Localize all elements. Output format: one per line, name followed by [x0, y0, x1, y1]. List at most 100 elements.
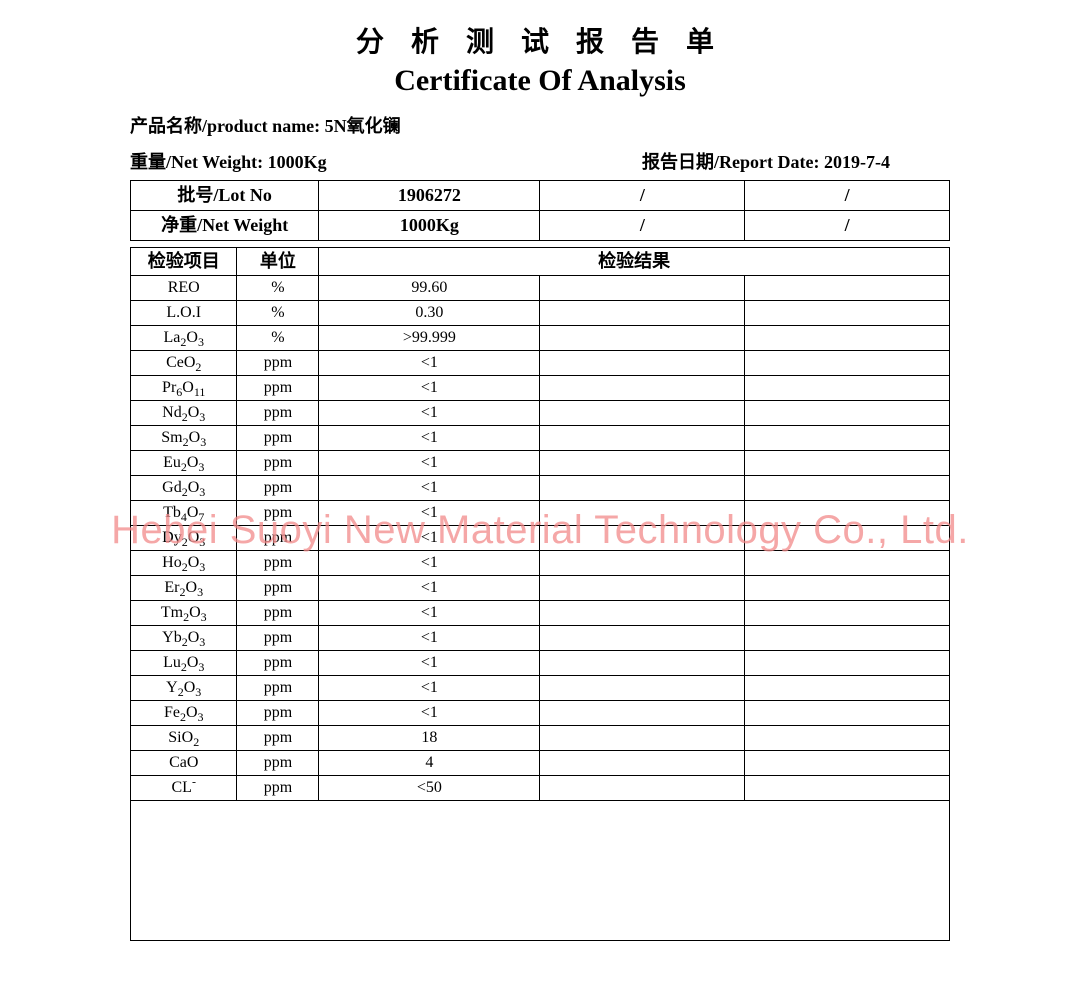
cell-v1: 18 [319, 726, 540, 751]
cell-v1: <1 [319, 401, 540, 426]
cell-v3 [745, 326, 950, 351]
lot-table: 批号/Lot No 1906272 / / 净重/Net Weight 1000… [130, 180, 950, 241]
cell-item: Dy2O3 [131, 526, 237, 551]
cell-v2 [540, 551, 745, 576]
cell-v2 [540, 426, 745, 451]
cell-unit: ppm [237, 776, 319, 801]
lot-no-label: 批号/Lot No [131, 181, 319, 211]
cell-unit: ppm [237, 351, 319, 376]
table-row: CeO2ppm<1 [131, 351, 950, 376]
cell-v2 [540, 576, 745, 601]
cell-v2 [540, 676, 745, 701]
lot-r1c3: / [540, 181, 745, 211]
table-row: Gd2O3ppm<1 [131, 476, 950, 501]
cell-item: Nd2O3 [131, 401, 237, 426]
cell-v1: >99.999 [319, 326, 540, 351]
header-result: 检验结果 [319, 248, 950, 276]
analysis-table: 检验项目 单位 检验结果 REO%99.60L.O.I%0.30La2O3%>9… [130, 247, 950, 801]
lot-row-2: 净重/Net Weight 1000Kg / / [131, 211, 950, 241]
cell-unit: ppm [237, 376, 319, 401]
cell-v3 [745, 576, 950, 601]
cell-v3 [745, 701, 950, 726]
cell-v3 [745, 501, 950, 526]
cell-v3 [745, 601, 950, 626]
cell-v2 [540, 501, 745, 526]
table-row: CaOppm4 [131, 751, 950, 776]
blank-area [130, 801, 950, 941]
header-item: 检验项目 [131, 248, 237, 276]
product-name-line: 产品名称/product name: 5N氧化镧 [130, 112, 950, 138]
table-row: Tm2O3ppm<1 [131, 601, 950, 626]
cell-v1: <1 [319, 526, 540, 551]
cell-item: L.O.I [131, 301, 237, 326]
cell-v1: <1 [319, 426, 540, 451]
cell-unit: ppm [237, 576, 319, 601]
lot-row-1: 批号/Lot No 1906272 / / [131, 181, 950, 211]
cell-v2 [540, 351, 745, 376]
report-date-value: 2019-7-4 [824, 152, 890, 172]
cell-unit: ppm [237, 501, 319, 526]
table-row: Er2O3ppm<1 [131, 576, 950, 601]
cell-v3 [745, 376, 950, 401]
lot-no-value: 1906272 [319, 181, 540, 211]
table-row: Lu2O3ppm<1 [131, 651, 950, 676]
table-row: REO%99.60 [131, 276, 950, 301]
cell-v3 [745, 401, 950, 426]
cell-v3 [745, 626, 950, 651]
cell-v1: <1 [319, 651, 540, 676]
cell-v1: <50 [319, 776, 540, 801]
cell-item: CeO2 [131, 351, 237, 376]
cell-unit: ppm [237, 726, 319, 751]
table-row: Fe2O3ppm<1 [131, 701, 950, 726]
cell-v2 [540, 751, 745, 776]
table-row: Sm2O3ppm<1 [131, 426, 950, 451]
cell-item: Tm2O3 [131, 601, 237, 626]
cell-v3 [745, 726, 950, 751]
cell-v2 [540, 301, 745, 326]
cell-item: Lu2O3 [131, 651, 237, 676]
cell-v3 [745, 551, 950, 576]
cell-item: Yb2O3 [131, 626, 237, 651]
cell-item: SiO2 [131, 726, 237, 751]
table-row: La2O3%>99.999 [131, 326, 950, 351]
cell-v2 [540, 326, 745, 351]
title-cn: 分 析 测 试 报 告 单 [130, 20, 950, 60]
cell-v2 [540, 626, 745, 651]
table-row: Pr6O11ppm<1 [131, 376, 950, 401]
cell-v2 [540, 776, 745, 801]
cell-v1: <1 [319, 601, 540, 626]
title-en: Certificate Of Analysis [130, 64, 950, 98]
table-row: Nd2O3ppm<1 [131, 401, 950, 426]
cell-v1: <1 [319, 701, 540, 726]
cell-unit: ppm [237, 751, 319, 776]
cell-v1: <1 [319, 451, 540, 476]
cell-unit: % [237, 326, 319, 351]
cell-item: Pr6O11 [131, 376, 237, 401]
lot-r2c4: / [745, 211, 950, 241]
cell-v2 [540, 476, 745, 501]
net-weight-label: 重量/Net Weight: [130, 152, 263, 172]
cell-v2 [540, 651, 745, 676]
cell-v3 [745, 526, 950, 551]
cell-item: Tb4O7 [131, 501, 237, 526]
cell-unit: % [237, 276, 319, 301]
cell-v1: <1 [319, 476, 540, 501]
cell-v2 [540, 401, 745, 426]
cell-v1: <1 [319, 501, 540, 526]
table-row: CL-ppm<50 [131, 776, 950, 801]
cell-v3 [745, 751, 950, 776]
net-weight-row-label: 净重/Net Weight [131, 211, 319, 241]
cell-item: Y2O3 [131, 676, 237, 701]
cell-unit: ppm [237, 676, 319, 701]
product-name-value: 5N氧化镧 [325, 116, 401, 136]
cell-v1: <1 [319, 676, 540, 701]
cell-v1: <1 [319, 626, 540, 651]
cell-item: CL- [131, 776, 237, 801]
cell-item: Er2O3 [131, 576, 237, 601]
cell-item: Ho2O3 [131, 551, 237, 576]
analysis-header-row: 检验项目 单位 检验结果 [131, 248, 950, 276]
cell-item: CaO [131, 751, 237, 776]
cell-v1: <1 [319, 551, 540, 576]
table-row: Yb2O3ppm<1 [131, 626, 950, 651]
cell-v3 [745, 651, 950, 676]
